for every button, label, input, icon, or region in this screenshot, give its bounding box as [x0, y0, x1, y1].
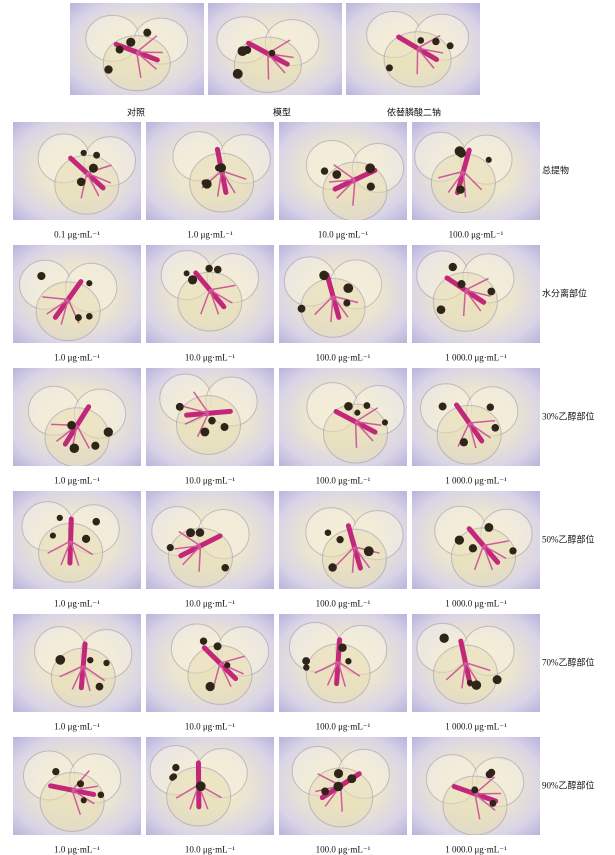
micrograph: [279, 122, 407, 220]
concentration-label: 100.0 μg·mL⁻¹: [315, 352, 371, 363]
concentration-label: 1.0 μg·mL⁻¹: [187, 229, 233, 240]
micrograph: [279, 368, 407, 466]
micrograph: [13, 368, 141, 466]
larva-illustration: [305, 140, 405, 220]
micrograph: [146, 737, 274, 835]
concentration-label: 1.0 μg·mL⁻¹: [54, 352, 100, 363]
larva-illustration: [414, 131, 513, 214]
micrograph: [13, 491, 141, 589]
group-label: 70%乙醇部位: [542, 657, 595, 668]
column-label: 对照: [126, 107, 146, 118]
larva-illustration: [160, 250, 259, 332]
larva-illustration: [159, 373, 258, 455]
concentration-label: 1 000.0 μg·mL⁻¹: [445, 352, 507, 363]
concentration-label: 100.0 μg·mL⁻¹: [315, 598, 371, 609]
larva-illustration: [34, 626, 133, 708]
micrograph: [13, 614, 141, 712]
concentration-label: 1.0 μg·mL⁻¹: [54, 598, 100, 609]
micrograph: [208, 3, 342, 95]
concentration-label: 1 000.0 μg·mL⁻¹: [445, 475, 507, 486]
concentration-label: 1 000.0 μg·mL⁻¹: [445, 598, 507, 609]
concentration-label: 1.0 μg·mL⁻¹: [54, 721, 100, 732]
larva-illustration: [85, 14, 189, 92]
concentration-label: 10.0 μg·mL⁻¹: [317, 229, 369, 240]
larva-illustration: [291, 745, 390, 828]
micrograph: [412, 737, 540, 835]
concentration-label: 10.0 μg·mL⁻¹: [184, 475, 236, 486]
concentration-label: 0.1 μg·mL⁻¹: [54, 229, 100, 240]
larva-illustration: [434, 505, 533, 588]
larva-illustration: [149, 745, 248, 827]
micrograph: [412, 245, 540, 343]
column-label: 依替膦酸二钠: [386, 107, 442, 118]
micrograph: [70, 3, 204, 95]
concentration-label: 10.0 μg·mL⁻¹: [184, 721, 236, 732]
larva-illustration: [425, 754, 525, 835]
concentration-label: 100.0 μg·mL⁻¹: [315, 475, 371, 486]
micrograph: [13, 737, 141, 835]
micrograph: [146, 491, 274, 589]
larva-illustration: [306, 382, 405, 464]
larva-illustration: [416, 622, 515, 705]
micrograph: [146, 614, 274, 712]
group-label: 30%乙醇部位: [542, 411, 595, 422]
micrograph: [412, 614, 540, 712]
larva-illustration: [19, 259, 118, 342]
concentration-label: 10.0 μg·mL⁻¹: [184, 844, 236, 855]
group-label: 90%乙醇部位: [542, 780, 595, 791]
larva-illustration: [416, 250, 515, 332]
micrograph: [146, 122, 274, 220]
micrograph: [412, 491, 540, 589]
micrograph: [13, 245, 141, 343]
concentration-label: 10.0 μg·mL⁻¹: [184, 598, 236, 609]
larva-illustration: [172, 131, 271, 213]
micrograph: [13, 122, 141, 220]
larva-illustration: [305, 507, 404, 589]
group-label: 水分离部位: [542, 288, 588, 299]
column-label: 模型: [272, 107, 292, 118]
micrograph: [279, 245, 407, 343]
larva-illustration: [288, 621, 388, 704]
larva-illustration: [366, 10, 470, 88]
concentration-label: 100.0 μg·mL⁻¹: [315, 844, 371, 855]
concentration-label: 1.0 μg·mL⁻¹: [54, 475, 100, 486]
concentration-label: 1 000.0 μg·mL⁻¹: [445, 721, 507, 732]
micrograph: [412, 368, 540, 466]
larva-illustration: [151, 506, 250, 588]
larva-illustration: [420, 383, 519, 465]
group-label: 50%乙醇部位: [542, 534, 595, 545]
larva-illustration: [170, 623, 270, 705]
larva-illustration: [22, 750, 122, 832]
micrograph: [146, 245, 274, 343]
micrograph: [412, 122, 540, 220]
micrograph: [279, 491, 407, 589]
larva-illustration: [27, 385, 127, 466]
micrograph: [279, 614, 407, 712]
larva-illustration: [21, 501, 120, 583]
micrograph: [346, 3, 480, 95]
micrograph: [279, 737, 407, 835]
concentration-label: 10.0 μg·mL⁻¹: [184, 352, 236, 363]
concentration-label: 1.0 μg·mL⁻¹: [54, 844, 100, 855]
larva-illustration: [283, 256, 383, 338]
concentration-label: 100.0 μg·mL⁻¹: [315, 721, 371, 732]
concentration-label: 1 000.0 μg·mL⁻¹: [445, 844, 507, 855]
larva-illustration: [216, 16, 320, 93]
concentration-label: 100.0 μg·mL⁻¹: [448, 229, 504, 240]
group-label: 总提物: [542, 165, 570, 176]
micrograph: [146, 368, 274, 466]
larva-illustration: [37, 133, 136, 215]
